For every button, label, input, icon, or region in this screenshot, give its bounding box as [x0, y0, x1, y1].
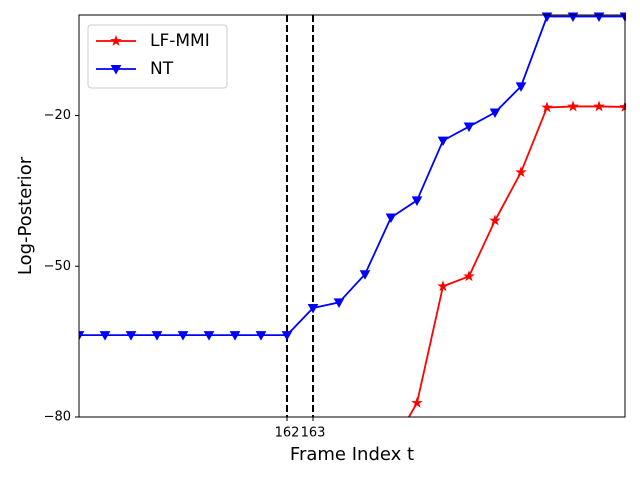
data-point: [203, 331, 215, 341]
data-point: [489, 108, 501, 119]
y-axis-label: Log-Posterior: [15, 156, 36, 275]
data-point: [541, 101, 553, 113]
x-tick-label: 163: [301, 426, 326, 441]
data-point: [229, 331, 241, 341]
data-point: [255, 331, 267, 341]
x-axis-label: Frame Index t: [290, 444, 414, 465]
data-point: [515, 82, 527, 92]
data-point: [79, 331, 85, 341]
data-point: [281, 331, 293, 341]
y-tick-label: −50: [44, 259, 71, 274]
x-tick-label: 162: [275, 426, 300, 441]
data-point: [593, 100, 605, 112]
data-point: [359, 270, 371, 280]
data-point: [437, 280, 449, 292]
data-point: [177, 331, 189, 341]
data-point: [411, 396, 423, 408]
series-line: [79, 15, 625, 336]
data-point: [99, 331, 111, 341]
legend-marker: [110, 65, 122, 75]
data-point: [515, 166, 527, 178]
legend-marker: [110, 34, 122, 46]
y-tick-label: −20: [44, 108, 71, 123]
data-point: [385, 213, 397, 224]
data-point: [307, 303, 319, 314]
data-point: [567, 100, 579, 112]
plot-area: [79, 12, 626, 417]
legend-label: LF-MMI: [150, 31, 210, 51]
data-point: [463, 270, 475, 282]
plot-frame: [78, 14, 626, 418]
data-point: [489, 214, 501, 226]
series-line: [407, 105, 626, 417]
data-point: [333, 298, 345, 308]
data-point: [463, 122, 475, 133]
data-point: [411, 196, 423, 206]
data-point: [151, 331, 163, 341]
legend-label: NT: [150, 59, 174, 79]
y-tick-label: −80: [44, 410, 71, 425]
legend: LF-MMI NT: [87, 24, 228, 89]
data-point: [437, 136, 449, 147]
data-point: [125, 331, 137, 341]
